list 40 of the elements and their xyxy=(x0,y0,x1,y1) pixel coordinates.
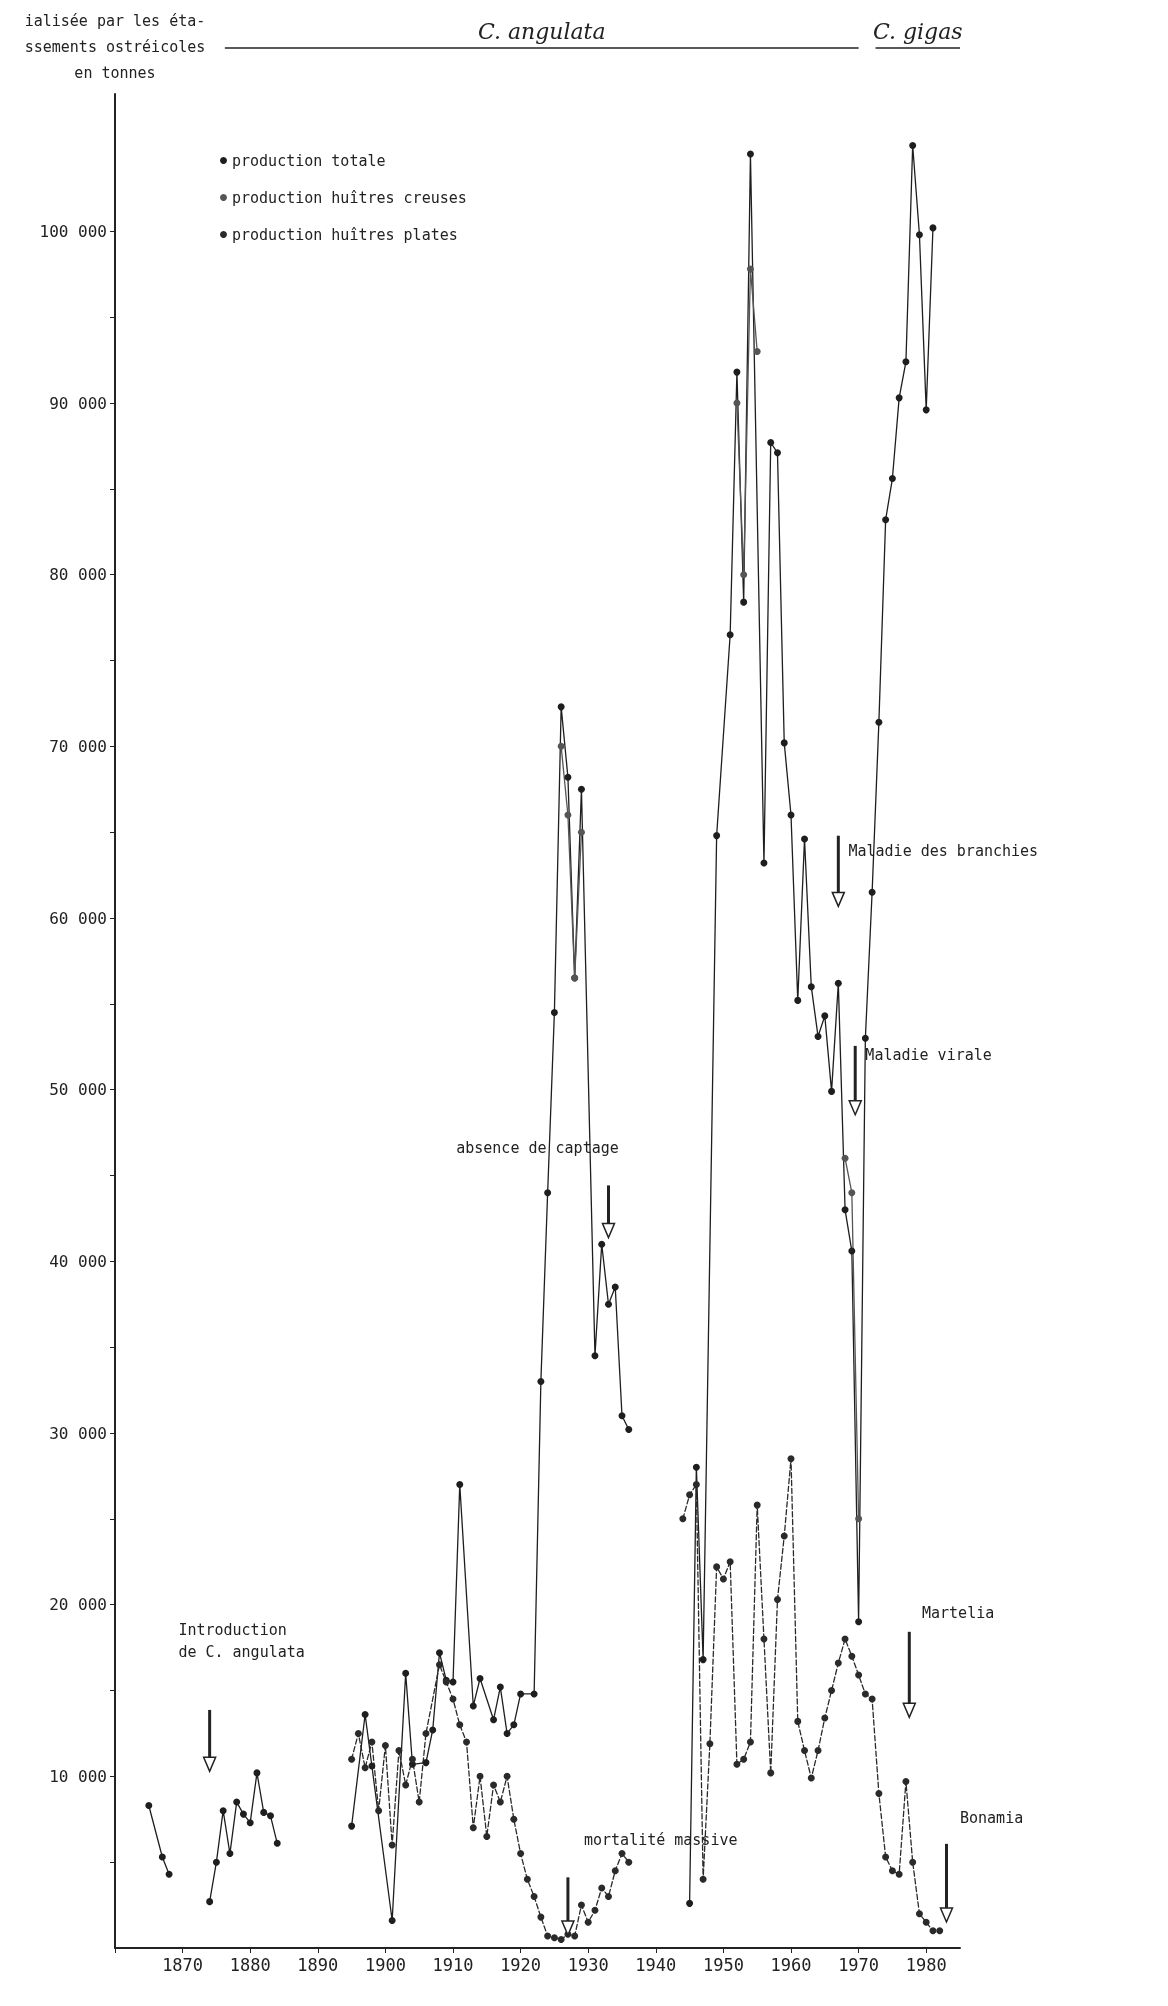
point xyxy=(855,1515,863,1523)
legend-label: production huîtres creuses xyxy=(232,188,467,207)
y-tick-label: 10 000 xyxy=(49,1766,107,1786)
x-tick-label: 1920 xyxy=(500,1954,542,1975)
text: C. angulata xyxy=(477,18,606,44)
y-tick-label: 100 000 xyxy=(39,221,107,241)
point xyxy=(740,571,748,579)
y-tick-label: 60 000 xyxy=(49,908,107,928)
x-tick-label: 1880 xyxy=(229,1954,271,1975)
x-tick-label: 1980 xyxy=(905,1954,947,1975)
text: C. gigas xyxy=(872,18,963,44)
y-tick-label: 80 000 xyxy=(49,565,107,585)
x-tick-label: 1910 xyxy=(432,1954,474,1975)
legend-label: production huîtres plates xyxy=(232,225,458,244)
legend-label: production totale xyxy=(232,151,386,170)
y-tick-label: 40 000 xyxy=(49,1251,107,1271)
y-tick-label: 90 000 xyxy=(49,393,107,413)
x-tick-label: 1900 xyxy=(364,1954,406,1975)
x-tick-label: 1950 xyxy=(702,1954,744,1975)
y-tick-label: 50 000 xyxy=(49,1080,107,1100)
x-tick-label: 1940 xyxy=(635,1954,677,1975)
annotation: Martelia xyxy=(921,1604,995,1623)
annotation: Introduction de C. angulata xyxy=(178,1621,305,1662)
point xyxy=(841,1154,849,1162)
point xyxy=(557,742,565,750)
point xyxy=(746,265,754,273)
x-tick-label: 1960 xyxy=(770,1954,812,1975)
y-tick-label: 70 000 xyxy=(49,736,107,756)
x-tick-label: 1890 xyxy=(297,1954,339,1975)
x-tick-label: 1930 xyxy=(567,1954,609,1975)
point xyxy=(577,828,585,836)
y-axis-title: ialisée par les éta- ssements ostréicoles en tonnes xyxy=(24,12,206,82)
annotation: Bonamia xyxy=(960,1808,1024,1827)
x-tick-label: 1970 xyxy=(838,1954,880,1975)
point xyxy=(848,1189,856,1197)
point xyxy=(753,348,761,355)
y-tick-label: 20 000 xyxy=(49,1595,107,1615)
x-tick-label: 1870 xyxy=(162,1954,204,1975)
annotation: Maladie virale xyxy=(865,1046,992,1065)
y-tick-label: 30 000 xyxy=(49,1423,107,1443)
